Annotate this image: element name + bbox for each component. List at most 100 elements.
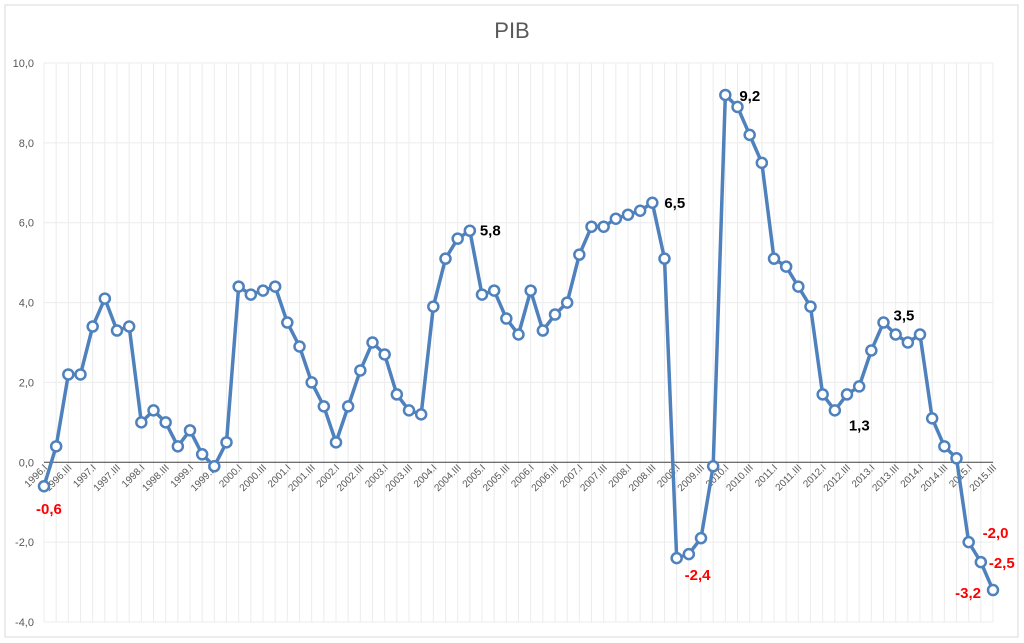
- data-point-marker: [865, 344, 878, 357]
- y-axis-ticks: -4,0 -2,0 0,0 2,0 4,0 6,0 8,0 10,0: [13, 58, 34, 629]
- data-point-marker: [122, 320, 136, 333]
- data-point-marker: [986, 583, 1000, 597]
- y-tick-label: -2,0: [15, 537, 34, 549]
- data-point-marker: [268, 280, 282, 293]
- data-point-marker: [694, 531, 708, 545]
- data-point-marker: [682, 547, 696, 561]
- data-point-marker: [195, 448, 209, 461]
- y-tick-label: 6,0: [19, 218, 34, 230]
- data-point-marker: [670, 551, 683, 565]
- data-point-marker: [767, 252, 781, 265]
- data-point-marker: [37, 479, 51, 493]
- y-tick-label: 4,0: [19, 298, 34, 310]
- data-point-marker: [755, 156, 769, 170]
- data-point-marker: [548, 308, 562, 321]
- data-point-marker: [475, 288, 489, 301]
- data-point-marker: [183, 424, 197, 437]
- data-point-marker: [341, 400, 355, 413]
- data-point-marker: [74, 368, 87, 381]
- data-point-marker: [950, 452, 963, 465]
- y-tick-label: 0,0: [19, 457, 34, 469]
- data-point-marker: [378, 348, 391, 361]
- data-point-marker: [500, 312, 513, 325]
- data-point-marker: [427, 300, 440, 313]
- data-point-marker: [86, 320, 99, 333]
- data-point-marker: [49, 440, 63, 453]
- data-point-marker: [877, 316, 890, 329]
- data-point-marker: [536, 324, 550, 337]
- data-point-marker: [719, 88, 732, 102]
- data-point-marker: [171, 440, 185, 453]
- data-point-marker: [804, 300, 817, 313]
- data-point-marker: [621, 208, 635, 221]
- y-tick-label: -4,0: [15, 617, 34, 629]
- data-point-marker: [816, 388, 829, 401]
- data-point-marker: [220, 436, 233, 449]
- data-point-marker: [439, 252, 452, 265]
- y-tick-label: 2,0: [19, 377, 34, 389]
- data-point-marker: [974, 555, 988, 569]
- data-label: 1,3: [849, 417, 870, 434]
- data-point-marker: [962, 535, 975, 549]
- data-point-marker: [852, 380, 866, 393]
- data-point-marker: [585, 220, 598, 233]
- data-point-marker: [609, 212, 623, 225]
- data-point-marker: [414, 408, 428, 421]
- data-label: -2,4: [685, 567, 712, 584]
- data-point-marker: [633, 204, 647, 217]
- data-point-marker: [354, 364, 367, 377]
- data-point-marker: [390, 388, 404, 401]
- data-label: -0,6: [36, 501, 62, 518]
- data-label: -2,0: [983, 525, 1009, 542]
- data-label: -3,2: [955, 585, 981, 602]
- data-point-marker: [451, 232, 464, 245]
- data-labels: -0,6 5,8 6,5 -2,4 9,2 1,3 3,5 -2,0 -2,5 -3,2: [36, 88, 1015, 602]
- data-point-marker: [840, 388, 854, 401]
- data-point-marker: [317, 400, 331, 413]
- data-point-marker: [329, 436, 343, 449]
- data-point-marker: [658, 252, 671, 265]
- data-point-marker: [743, 128, 756, 142]
- data-point-marker: [366, 336, 379, 349]
- data-point-marker: [731, 100, 744, 114]
- data-label: 5,8: [480, 223, 501, 240]
- series-markers: [37, 88, 1000, 597]
- data-point-marker: [463, 224, 477, 237]
- data-point-marker: [244, 288, 258, 301]
- y-tick-label: 10,0: [13, 58, 34, 70]
- data-point-marker: [232, 280, 245, 293]
- data-point-marker: [938, 440, 951, 453]
- data-point-marker: [646, 196, 659, 209]
- data-label: 6,5: [664, 195, 685, 212]
- data-point-marker: [889, 328, 902, 341]
- data-point-marker: [901, 336, 915, 349]
- data-label: 3,5: [894, 308, 915, 325]
- data-point-marker: [305, 376, 318, 389]
- data-label: 9,2: [739, 88, 760, 105]
- data-point-marker: [560, 296, 574, 309]
- data-point-marker: [208, 460, 221, 473]
- data-point-marker: [293, 340, 306, 353]
- chart-title: PIB: [494, 18, 529, 43]
- data-point-marker: [402, 404, 416, 417]
- data-point-marker: [487, 284, 501, 297]
- data-label: -2,5: [989, 555, 1015, 572]
- data-point-marker: [706, 460, 720, 473]
- data-point-marker: [98, 292, 112, 305]
- data-point-marker: [159, 416, 172, 429]
- data-point-marker: [110, 324, 124, 337]
- data-point-marker: [597, 220, 610, 233]
- data-point-marker: [573, 248, 586, 261]
- data-point-marker: [792, 280, 805, 293]
- data-point-marker: [779, 260, 793, 273]
- data-point-marker: [256, 284, 270, 297]
- data-point-marker: [828, 404, 842, 417]
- gridlines: [43, 62, 994, 623]
- data-point-marker: [524, 284, 537, 297]
- data-point-marker: [281, 316, 294, 329]
- data-point-marker: [147, 404, 160, 417]
- data-point-marker: [135, 416, 148, 429]
- data-point-marker: [913, 328, 927, 341]
- data-point-marker: [925, 412, 939, 425]
